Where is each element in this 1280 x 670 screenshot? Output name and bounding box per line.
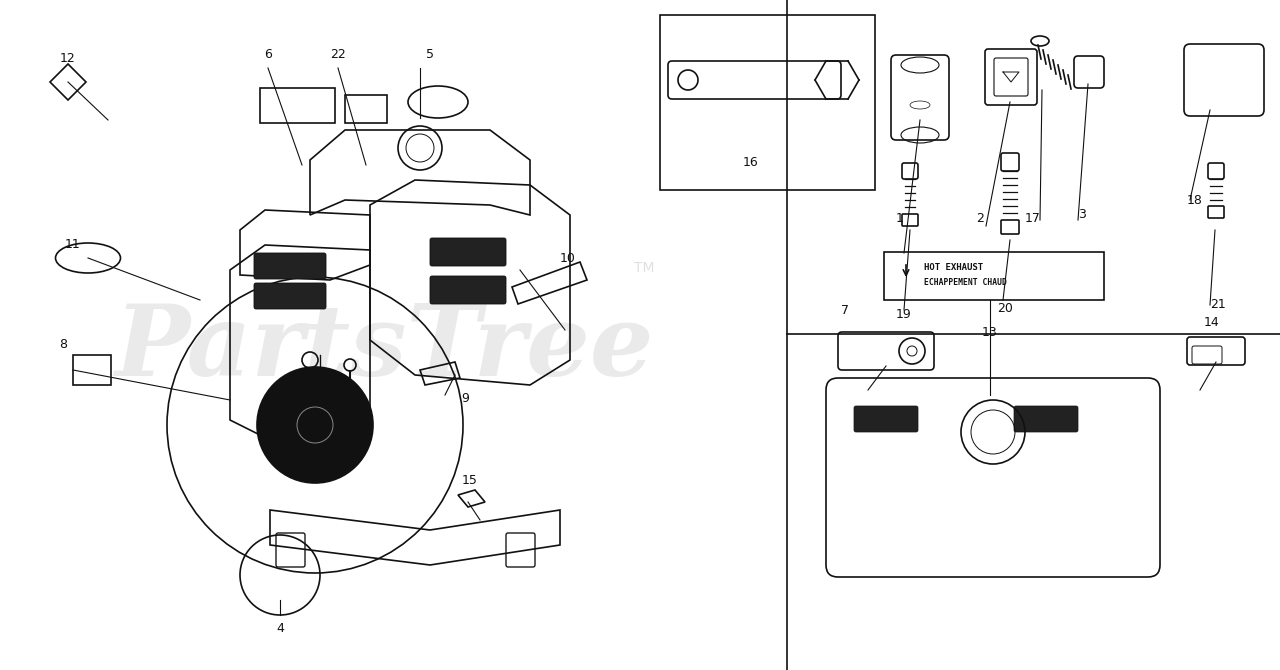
Text: 6: 6 bbox=[264, 48, 271, 62]
Text: 16: 16 bbox=[744, 155, 759, 168]
Text: PartsTree: PartsTree bbox=[114, 300, 654, 397]
Text: 4: 4 bbox=[276, 622, 284, 634]
Text: 12: 12 bbox=[60, 52, 76, 64]
Text: 14: 14 bbox=[1204, 316, 1220, 328]
FancyBboxPatch shape bbox=[1014, 406, 1078, 432]
Text: 2: 2 bbox=[977, 212, 984, 224]
Text: 15: 15 bbox=[462, 474, 477, 486]
Text: 9: 9 bbox=[461, 391, 468, 405]
Text: 5: 5 bbox=[426, 48, 434, 62]
Text: HOT EXHAUST: HOT EXHAUST bbox=[924, 263, 983, 272]
FancyBboxPatch shape bbox=[430, 276, 506, 304]
Text: 13: 13 bbox=[982, 326, 998, 338]
Text: 11: 11 bbox=[65, 239, 81, 251]
Text: 18: 18 bbox=[1187, 194, 1203, 206]
Text: 10: 10 bbox=[561, 251, 576, 265]
Text: 19: 19 bbox=[896, 308, 911, 320]
Text: ECHAPPEMENT CHAUD: ECHAPPEMENT CHAUD bbox=[924, 278, 1007, 287]
Text: 22: 22 bbox=[330, 48, 346, 62]
Text: 1: 1 bbox=[896, 212, 904, 224]
FancyBboxPatch shape bbox=[430, 238, 506, 266]
FancyBboxPatch shape bbox=[854, 406, 918, 432]
Text: 20: 20 bbox=[997, 302, 1012, 314]
Text: 17: 17 bbox=[1025, 212, 1041, 224]
Text: 3: 3 bbox=[1078, 208, 1085, 222]
Circle shape bbox=[257, 367, 372, 483]
Text: TM: TM bbox=[634, 261, 654, 275]
Text: 7: 7 bbox=[841, 304, 849, 316]
Text: 21: 21 bbox=[1210, 299, 1226, 312]
FancyBboxPatch shape bbox=[253, 253, 326, 279]
Text: 8: 8 bbox=[59, 338, 67, 352]
FancyBboxPatch shape bbox=[253, 283, 326, 309]
